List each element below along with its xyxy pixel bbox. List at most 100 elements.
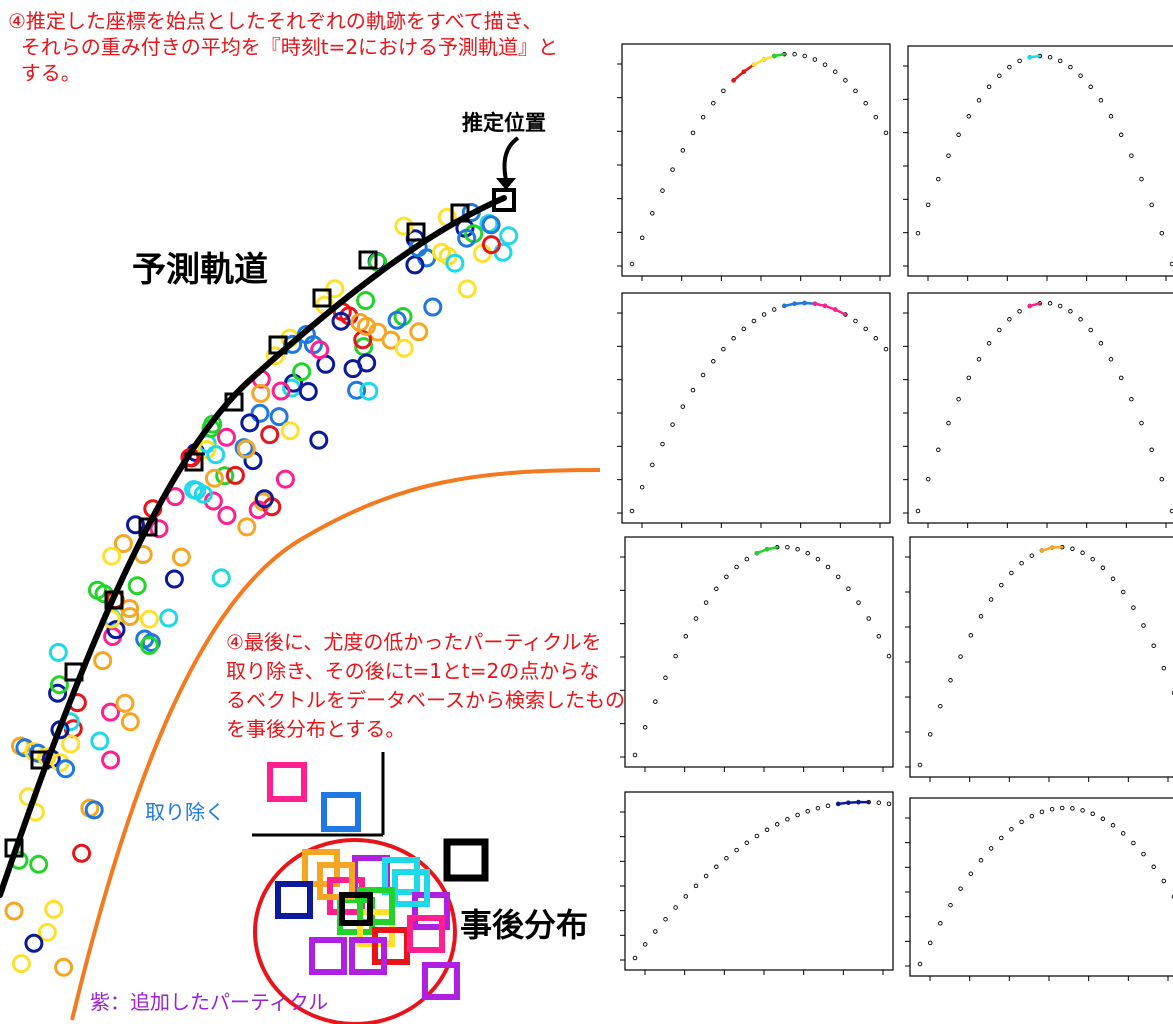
trajectory-dot: [883, 346, 889, 352]
highlight-point: [1027, 303, 1032, 309]
trajectory-dot: [873, 336, 879, 341]
trajectory-dot: [825, 564, 831, 570]
trajectory-dot: [1171, 690, 1173, 695]
trajectory-dot: [1108, 114, 1114, 119]
trajectory-dot: [1129, 153, 1134, 158]
trajectory-dot: [764, 827, 770, 833]
trajectory-dot: [815, 556, 821, 562]
particle-circle: [11, 954, 31, 974]
trajectory-dot: [1088, 84, 1093, 90]
trajectory-dot: [1110, 576, 1116, 582]
trajectory-dot: [795, 812, 800, 818]
trajectory-dot: [785, 817, 790, 822]
trajectory-dot: [1169, 508, 1173, 514]
trajectory-dot: [853, 88, 858, 94]
trajectory-dot: [886, 801, 892, 807]
trajectory-dot: [639, 484, 645, 490]
posterior-particle: [407, 915, 445, 953]
particle-circle: [387, 310, 407, 330]
particle-circle: [331, 311, 351, 331]
trajectory-dot: [690, 130, 696, 136]
highlight-point: [764, 547, 770, 552]
trajectory-dot: [846, 586, 851, 592]
particle-circle: [48, 642, 68, 662]
trajectory-dot: [997, 327, 1002, 333]
panel-frame: [909, 797, 1173, 977]
posterior-particle: [357, 887, 395, 925]
trajectory-dot: [792, 51, 797, 57]
trajectory-dot: [825, 803, 831, 809]
trajectory-dot: [1009, 570, 1014, 576]
highlight-point: [751, 62, 757, 67]
trajectory-dot: [835, 574, 841, 580]
trajectory-dot: [832, 69, 838, 74]
trajectory-panel: [617, 292, 891, 528]
posterior-particle: [349, 937, 387, 975]
particle-circle: [251, 383, 271, 403]
trajectory-dot: [1120, 589, 1126, 595]
trajectory-dot: [856, 600, 861, 605]
highlight-point: [812, 301, 818, 306]
trajectory-dot: [673, 905, 678, 910]
posterior-particle: [309, 937, 347, 975]
particle-circle: [357, 316, 376, 336]
trajectory-dot: [805, 550, 810, 556]
trajectory-dot: [1141, 851, 1146, 857]
trajectory-dot: [1088, 327, 1093, 333]
particle-circle: [115, 693, 135, 713]
trajectory-dot: [1098, 341, 1104, 346]
trajectory-dot: [1120, 831, 1126, 836]
trajectory-dot: [1078, 317, 1083, 322]
trajectory-dot: [721, 346, 726, 352]
trajectory-dot: [1007, 64, 1012, 70]
particle-circle: [280, 421, 300, 441]
trajectory-dot: [1110, 823, 1116, 828]
trajectory-dot: [1149, 447, 1154, 453]
trajectory-dot: [978, 858, 984, 863]
trajectory-dot: [986, 341, 992, 346]
trajectory-panel: [620, 536, 894, 772]
trajectory-dot: [1151, 864, 1156, 870]
trajectory-dot: [802, 53, 807, 59]
purple-legend: 紫：追加したパーティクル: [90, 990, 329, 1014]
trajectory-dot: [946, 420, 951, 426]
trajectory-point-marker: [358, 250, 378, 270]
trajectory-dot: [632, 752, 638, 758]
particle-circle: [102, 546, 122, 566]
trajectory-dot: [1068, 64, 1073, 70]
trajectory-dot: [670, 167, 675, 172]
particle-circle: [72, 843, 92, 863]
trajectory-dot: [915, 230, 921, 236]
trajectory-dot: [1019, 560, 1024, 566]
particle-circle: [206, 445, 226, 465]
trajectory-markers: [4, 203, 470, 858]
trajectory-dot: [1098, 98, 1104, 103]
particle-circle: [457, 279, 477, 299]
trajectory-dot: [1139, 420, 1144, 426]
trajectory-dot: [915, 508, 921, 514]
boundary-curve: [70, 468, 601, 1021]
trajectory-dot: [1080, 808, 1085, 813]
trajectory-dot: [968, 633, 974, 638]
particle-circle: [101, 702, 120, 722]
trajectory-dot: [653, 699, 658, 704]
particle-circle: [48, 683, 68, 703]
trajectory-point-marker: [406, 222, 426, 242]
trajectory-dot: [936, 447, 941, 453]
posterior-particles: [275, 849, 460, 1000]
trajectory-dot: [1078, 73, 1083, 78]
particle-circle: [254, 489, 274, 509]
trajectory-dot: [1149, 202, 1154, 208]
trajectory-dot: [673, 653, 678, 659]
highlight-point: [782, 303, 787, 309]
particle-circle: [347, 380, 367, 400]
particle-circle: [113, 534, 133, 553]
trajectory-dot: [1090, 556, 1095, 562]
posterior-black-marker: [443, 838, 489, 882]
posterior-label: 事後分布: [460, 906, 589, 944]
trajectory-dot: [1068, 309, 1073, 314]
trajectory-dot: [1057, 303, 1063, 309]
trajectory-dot: [690, 387, 696, 393]
particle-circle: [409, 322, 429, 342]
